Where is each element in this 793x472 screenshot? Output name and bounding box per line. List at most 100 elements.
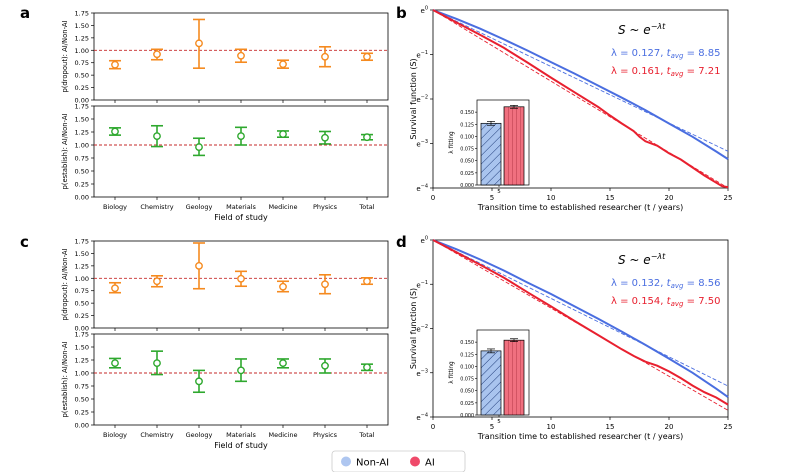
x-tick-label: Total (358, 203, 374, 211)
x-tick-label: 15 (606, 423, 615, 431)
data-point-total (363, 363, 371, 372)
y-tick-label: 0.75 (75, 383, 89, 391)
x-tick-label: Chemistry (140, 431, 173, 439)
data-point-medicine (279, 282, 287, 291)
lambda-annotation-ai: λ = 0.154, tavg = 7.50 (611, 296, 720, 308)
x-tick-label: 20 (665, 194, 674, 202)
lambda-annotation-non-ai: λ = 0.132, tavg = 8.56 (611, 278, 720, 290)
y-tick-label: 0.75 (75, 59, 89, 67)
y-tick-label: e−4 (416, 184, 428, 194)
data-point-total (363, 277, 371, 286)
x-tick-label: Biology (103, 431, 127, 439)
y-axis-label: Survival function (S) (409, 288, 418, 369)
survival-curve-ai (432, 239, 729, 406)
y-axis-label: Survival function (S) (409, 58, 418, 139)
data-point-materials (237, 366, 245, 375)
data-point-physics (321, 280, 329, 289)
x-tick-label: Physics (313, 431, 338, 439)
inset-y-tick-label: 0.075 (460, 147, 474, 153)
inset-y-tick-label: 0.150 (460, 110, 474, 116)
inset-bar-non-ai (480, 122, 502, 186)
inset-y-tick-label: 0.025 (460, 171, 474, 177)
y-tick-label: 1.75 (75, 10, 89, 18)
y-tick-label: 0.75 (75, 287, 89, 295)
chart-a-establish: 0.00 0.25 0.50 0.75 1.00 1.25 1.50 1.75 Biology C… (61, 103, 389, 222)
data-point-biology (111, 284, 119, 293)
inset-y-tick-label: 0.100 (460, 134, 474, 140)
y-tick-label: 1.00 (75, 275, 89, 283)
data-point-geology (195, 39, 203, 48)
inset-y-axis-label: λ fitting (449, 361, 455, 384)
x-tick-label: 5 (490, 194, 494, 202)
y-tick-label: 0.50 (75, 396, 89, 404)
data-point-physics (321, 52, 329, 61)
data-point-materials (237, 51, 245, 60)
x-tick-label: 5 (490, 423, 494, 431)
inset-bar-non-ai (480, 350, 502, 416)
y-tick-label: e−3 (416, 368, 428, 378)
chart-b-survival: 0 5 10 15 20 25 e0 e−1 e−2 e−3 e−4 S ~ e−λt λ = 0.12… (409, 6, 732, 213)
fit-line-ai (432, 9, 729, 189)
chart-c-establish: 0.00 0.25 0.50 0.75 1.00 1.25 1.50 1.75 Biology C… (61, 331, 389, 450)
data-point-physics (321, 133, 329, 142)
data-point-chemistry (153, 50, 161, 59)
x-axis-label: Field of study (214, 441, 268, 450)
y-tick-label: e0 (421, 6, 429, 16)
data-point-biology (111, 127, 119, 136)
y-tick-label: 0.00 (75, 422, 89, 430)
y-tick-label: 0.25 (75, 409, 89, 417)
data-point-chemistry (153, 132, 161, 141)
data-point-materials (237, 132, 245, 141)
x-tick-label: Physics (313, 203, 338, 211)
plot-frame (93, 105, 389, 198)
y-tick-label: 0.75 (75, 155, 89, 163)
y-axis-label: p(dropout): AI/Non-AI (61, 248, 69, 320)
panel-letter-a: a (20, 4, 30, 22)
x-tick-label: 0 (431, 423, 435, 431)
y-tick-label: 0.00 (75, 325, 89, 333)
y-tick-label: 1.00 (75, 47, 89, 55)
y-tick-label: 0.25 (75, 181, 89, 189)
data-point-total (363, 52, 371, 61)
x-tick-label: Materials (226, 431, 256, 439)
data-point-geology (195, 143, 203, 151)
lambda-annotation-non-ai: λ = 0.127, tavg = 8.85 (611, 48, 720, 60)
y-tick-label: 1.25 (75, 129, 89, 137)
x-tick-label: Total (358, 431, 374, 439)
legend-frame (331, 450, 466, 472)
y-tick-label: 0.50 (75, 300, 89, 308)
chart-d-survival: 0 5 10 15 20 25 e0 e−1 e−2 e−3 e−4 S ~ e−λt λ = 0.13… (409, 236, 732, 442)
inset-y-axis-label: λ fitting (449, 131, 455, 154)
y-tick-label: e−2 (416, 324, 428, 334)
y-axis-label: p(dropout): AI/Non-AI (61, 20, 69, 92)
data-point-chemistry (153, 359, 161, 368)
x-tick-label: Biology (103, 203, 127, 211)
data-point-medicine (279, 130, 287, 138)
y-tick-label: 1.75 (75, 331, 89, 339)
x-tick-label: 10 (547, 194, 556, 202)
y-tick-label: 1.50 (75, 250, 89, 258)
y-tick-label: 1.00 (75, 142, 89, 150)
x-tick-label: 25 (724, 194, 733, 202)
y-tick-label: 1.00 (75, 370, 89, 378)
panel-letter-c: c (20, 233, 29, 251)
data-point-medicine (279, 359, 287, 368)
x-axis-label: Transition time to established researche… (477, 432, 683, 441)
inset-y-tick-label: 0.050 (460, 389, 474, 395)
legend-marker-nonai (341, 456, 351, 467)
inset-bar-ai (503, 339, 525, 416)
y-axis-label: p(establish): AI/Non-AI (61, 341, 69, 417)
inset-y-tick-label: 0.025 (460, 401, 474, 407)
inset-y-tick-label: 0.000 (460, 183, 474, 189)
y-tick-label: e−4 (416, 413, 428, 423)
chart-c-dropout: 0.00 0.25 0.50 0.75 1.00 1.25 1.50 1.75 p(dropou… (61, 238, 389, 333)
inset-y-tick-label: 0.075 (460, 377, 474, 383)
y-tick-label: e−2 (416, 95, 428, 105)
x-tick-label: Medicine (268, 431, 297, 439)
y-tick-label: 1.25 (75, 34, 89, 42)
x-tick-label: 0 (431, 194, 435, 202)
y-tick-label: 1.25 (75, 262, 89, 270)
x-tick-label: Geology (186, 431, 213, 439)
data-point-physics (321, 361, 329, 370)
